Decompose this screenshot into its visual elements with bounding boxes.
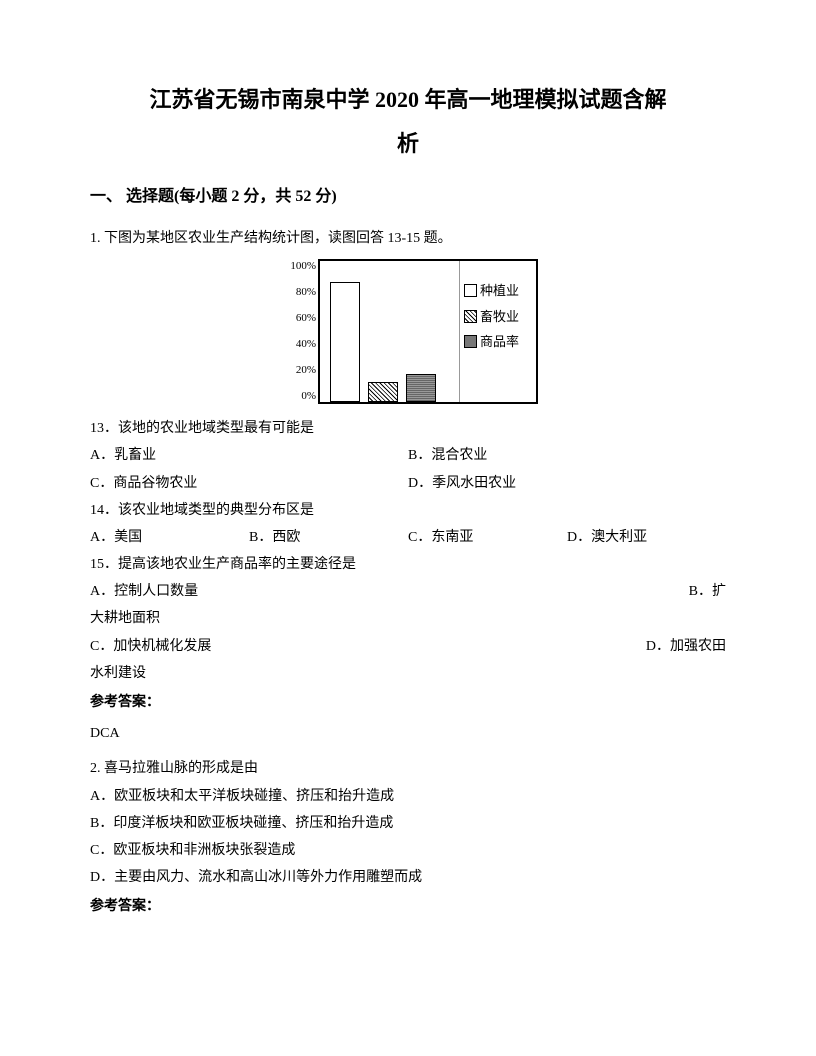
legend-label: 商品率 — [480, 330, 519, 353]
q13-text: 13．该地的农业地域类型最有可能是 — [90, 416, 726, 441]
option-d: D．季风水田农业 — [408, 471, 726, 496]
option-d-continuation: 水利建设 — [90, 661, 726, 686]
page-title-line2: 析 — [90, 124, 726, 164]
q14-options-row: A．美国 B．西欧 C．东南亚 D．澳大利亚 — [90, 525, 726, 550]
y-tick: 60% — [280, 313, 316, 324]
q1-answer: DCA — [90, 721, 726, 746]
option-c: C．东南亚 — [408, 525, 567, 550]
y-tick: 40% — [280, 339, 316, 350]
legend-label: 畜牧业 — [480, 305, 519, 328]
legend-item: 种植业 — [464, 279, 519, 302]
legend-label: 种植业 — [480, 279, 519, 302]
option-a: A．乳畜业 — [90, 443, 408, 468]
option-d: D．澳大利亚 — [567, 525, 726, 550]
legend-item: 商品率 — [464, 330, 519, 353]
option-a: A．美国 — [90, 525, 249, 550]
y-tick: 20% — [280, 365, 316, 376]
bars-group — [330, 261, 436, 402]
chart-plot-area: 100% 80% 60% 40% 20% 0% — [320, 261, 460, 402]
q13-options-row1: A．乳畜业 B．混合农业 — [90, 443, 726, 468]
bar-commodity — [406, 374, 436, 402]
section-header: 一、 选择题(每小题 2 分，共 52 分) — [90, 183, 726, 212]
legend-swatch-icon — [464, 310, 477, 323]
page-title-line1: 江苏省无锡市南泉中学 2020 年高一地理模拟试题含解 — [90, 80, 726, 120]
option-a: A．控制人口数量 — [90, 579, 198, 604]
q1-intro: 1. 下图为某地区农业生产结构统计图，读图回答 13-15 题。 — [90, 226, 726, 251]
option-b: B．印度洋板块和欧亚板块碰撞、挤压和抬升造成 — [90, 811, 726, 836]
option-a: A．欧亚板块和太平洋板块碰撞、挤压和抬升造成 — [90, 784, 726, 809]
option-b: B．扩 — [689, 579, 726, 604]
legend-swatch-icon — [464, 284, 477, 297]
option-c: C．商品谷物农业 — [90, 471, 408, 496]
chart-legend: 种植业 畜牧业 商品率 — [460, 273, 523, 402]
q14-text: 14．该农业地域类型的典型分布区是 — [90, 498, 726, 523]
option-c: C．加快机械化发展 — [90, 634, 211, 659]
q15-text: 15．提高该地农业生产商品率的主要途径是 — [90, 552, 726, 577]
bar-livestock — [368, 382, 398, 402]
y-tick: 100% — [280, 261, 316, 272]
chart-container: 100% 80% 60% 40% 20% 0% 种植业 — [90, 259, 726, 404]
option-c: C．欧亚板块和非洲板块张裂造成 — [90, 838, 726, 863]
option-b: B．混合农业 — [408, 443, 726, 468]
q15-options-row1: A．控制人口数量 B．扩 — [90, 579, 726, 604]
option-d: D．主要由风力、流水和高山冰川等外力作用雕塑而成 — [90, 865, 726, 890]
option-b: B．西欧 — [249, 525, 408, 550]
answer-label: 参考答案： — [90, 690, 726, 715]
bar-planting — [330, 282, 360, 402]
bar-chart: 100% 80% 60% 40% 20% 0% 种植业 — [318, 259, 538, 404]
y-tick: 0% — [280, 391, 316, 402]
option-b-continuation: 大耕地面积 — [90, 606, 726, 631]
answer-label: 参考答案： — [90, 894, 726, 919]
q2-text: 2. 喜马拉雅山脉的形成是由 — [90, 756, 726, 781]
legend-swatch-icon — [464, 335, 477, 348]
y-axis: 100% 80% 60% 40% 20% 0% — [280, 261, 316, 402]
q13-options-row2: C．商品谷物农业 D．季风水田农业 — [90, 471, 726, 496]
legend-item: 畜牧业 — [464, 305, 519, 328]
q15-options-row2: C．加快机械化发展 D．加强农田 — [90, 634, 726, 659]
y-tick: 80% — [280, 287, 316, 298]
option-d: D．加强农田 — [646, 634, 726, 659]
